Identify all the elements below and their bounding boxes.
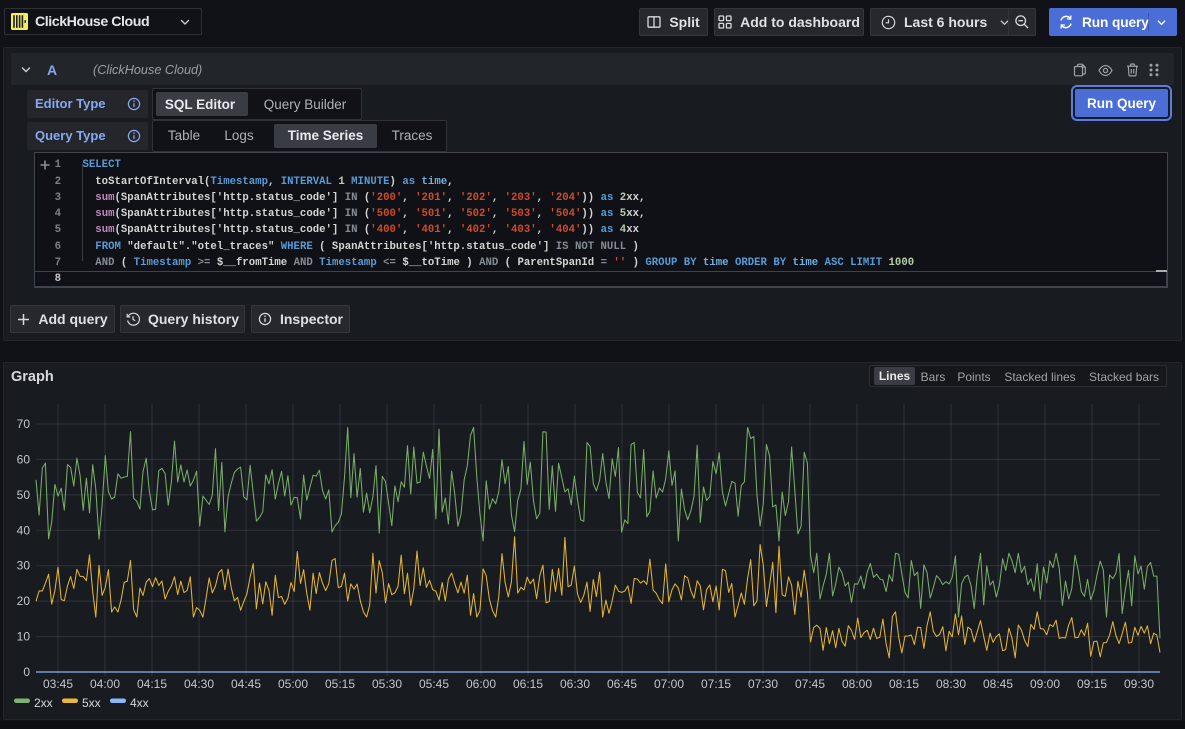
svg-text:09:30: 09:30: [1124, 677, 1154, 691]
svg-text:09:15: 09:15: [1077, 677, 1107, 691]
svg-text:50: 50: [17, 488, 31, 502]
svg-text:0: 0: [23, 665, 30, 679]
svg-text:05:30: 05:30: [372, 677, 402, 691]
svg-text:20: 20: [17, 594, 31, 608]
svg-text:06:00: 06:00: [466, 677, 496, 691]
svg-text:5xx: 5xx: [82, 696, 101, 710]
svg-text:03:45: 03:45: [43, 677, 73, 691]
svg-text:05:15: 05:15: [325, 677, 355, 691]
svg-text:06:15: 06:15: [513, 677, 543, 691]
svg-text:05:00: 05:00: [278, 677, 308, 691]
svg-text:06:45: 06:45: [607, 677, 637, 691]
svg-text:09:00: 09:00: [1030, 677, 1060, 691]
svg-text:30: 30: [17, 559, 31, 573]
svg-text:70: 70: [17, 417, 31, 431]
svg-text:08:45: 08:45: [983, 677, 1013, 691]
svg-text:04:15: 04:15: [137, 677, 167, 691]
svg-text:08:15: 08:15: [889, 677, 919, 691]
svg-text:07:30: 07:30: [748, 677, 778, 691]
svg-text:07:00: 07:00: [654, 677, 684, 691]
svg-text:07:45: 07:45: [795, 677, 825, 691]
svg-text:10: 10: [17, 630, 31, 644]
svg-text:08:00: 08:00: [842, 677, 872, 691]
svg-text:04:30: 04:30: [184, 677, 214, 691]
svg-text:08:30: 08:30: [936, 677, 966, 691]
svg-text:04:00: 04:00: [90, 677, 120, 691]
svg-text:04:45: 04:45: [231, 677, 261, 691]
svg-text:06:30: 06:30: [560, 677, 590, 691]
svg-text:07:15: 07:15: [701, 677, 731, 691]
svg-text:60: 60: [17, 452, 31, 466]
svg-text:05:45: 05:45: [419, 677, 449, 691]
svg-text:40: 40: [17, 523, 31, 537]
svg-text:4xx: 4xx: [130, 696, 149, 710]
svg-text:2xx: 2xx: [34, 696, 53, 710]
